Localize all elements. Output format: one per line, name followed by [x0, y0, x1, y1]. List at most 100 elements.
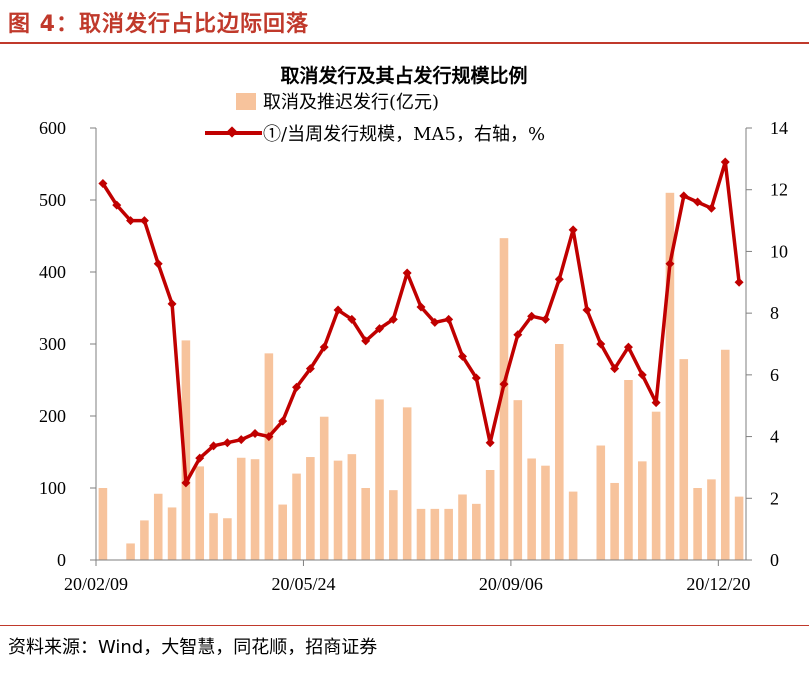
- left-tick-label: 100: [39, 478, 66, 498]
- line-point-21: [388, 314, 398, 324]
- bar-13: [278, 504, 287, 560]
- left-tick-label: 400: [39, 262, 66, 282]
- line-point-7: [195, 453, 205, 463]
- line-point-24: [430, 317, 440, 327]
- line-point-34: [568, 225, 578, 235]
- line-point-22: [402, 268, 412, 278]
- bar-9: [223, 518, 232, 560]
- line-point-37: [610, 364, 620, 374]
- line-point-26: [457, 351, 467, 361]
- bar-36: [596, 445, 606, 560]
- line-point-36: [596, 339, 606, 349]
- right-tick-label: 14: [770, 118, 788, 138]
- bar-17: [333, 460, 343, 560]
- bar-0: [98, 488, 108, 560]
- bar-series: [98, 192, 744, 561]
- right-tick-label: 12: [770, 180, 788, 200]
- bar-24: [430, 508, 440, 560]
- line-point-31: [527, 311, 537, 321]
- line-point-20: [375, 324, 385, 334]
- line-point-10: [236, 435, 246, 445]
- line-point-44: [706, 203, 716, 213]
- line-point-2: [126, 216, 136, 226]
- bar-29: [499, 238, 509, 560]
- bar-37: [610, 482, 619, 560]
- line-path: [101, 160, 741, 485]
- legend-bar-swatch: [236, 93, 256, 110]
- legend-bar-label: 取消及推迟发行(亿元): [263, 92, 439, 113]
- source-note: 资料来源：Wind，大智慧，同花顺，招商证券: [8, 637, 378, 658]
- bar-32: [541, 465, 550, 560]
- line-point-14: [292, 382, 302, 392]
- line-point-16: [319, 342, 329, 352]
- line-point-18: [347, 314, 357, 324]
- line-point-1: [112, 200, 122, 210]
- line-point-6: [181, 478, 191, 488]
- bar-43: [693, 488, 702, 560]
- bar-38: [624, 380, 633, 560]
- line-point-25: [444, 314, 454, 324]
- tick-labels: 0 100 200 300 400 500 600 0 2 4 6 8 10 12 14 20/02/09 20…: [39, 118, 788, 594]
- bar-10: [236, 457, 246, 560]
- bar-2: [126, 543, 135, 560]
- axes: [90, 127, 752, 566]
- line-point-41: [665, 259, 675, 269]
- bar-16: [319, 416, 329, 560]
- left-tick-label: 300: [39, 334, 66, 354]
- bar-5: [167, 507, 177, 560]
- line-point-45: [720, 157, 730, 167]
- right-tick-label: 6: [770, 365, 779, 385]
- bar-41: [665, 192, 675, 561]
- bar-21: [389, 490, 398, 560]
- left-tick-label: 600: [39, 118, 66, 138]
- bar-28: [485, 470, 495, 560]
- x-tick-label: 20/12/20: [686, 574, 750, 594]
- right-tick-label: 2: [770, 488, 779, 508]
- line-point-12: [264, 432, 274, 442]
- left-tick-label: 500: [39, 190, 66, 210]
- line-point-33: [554, 274, 564, 284]
- figure-label: 图 4：取消发行占比边际回落: [8, 12, 309, 37]
- bar-19: [361, 488, 370, 560]
- bar-20: [375, 399, 384, 560]
- bar-7: [195, 466, 205, 560]
- line-point-38: [623, 342, 633, 352]
- bar-4: [153, 493, 163, 560]
- line-point-42: [679, 191, 689, 201]
- bar-18: [347, 454, 357, 560]
- bar-42: [679, 359, 689, 560]
- line-point-11: [250, 428, 260, 438]
- line-point-8: [209, 441, 219, 451]
- line-point-35: [582, 305, 592, 315]
- line-series: [98, 157, 744, 488]
- bar-27: [472, 503, 481, 560]
- footer-rule: [0, 625, 809, 626]
- bar-6: [181, 340, 191, 560]
- right-tick-label: 10: [770, 241, 788, 261]
- left-tick-label: 200: [39, 406, 66, 426]
- x-tick-label: 20/05/24: [271, 574, 335, 594]
- bar-11: [250, 459, 260, 560]
- line-point-17: [333, 305, 343, 315]
- line-point-43: [693, 197, 703, 207]
- line-point-30: [513, 330, 523, 340]
- bar-34: [568, 491, 578, 560]
- combo-chart: 取消发行及其占发行规模比例 取消及推迟发行(亿元) ①/当周发行规模，MA5，右…: [39, 64, 788, 594]
- chart-title: 取消发行及其占发行规模比例: [280, 64, 527, 87]
- line-point-23: [416, 302, 426, 312]
- bar-23: [416, 508, 426, 560]
- line-point-5: [167, 299, 177, 309]
- legend-line-label: ①/当周发行规模，MA5，右轴，%: [263, 124, 545, 145]
- right-tick-label: 8: [770, 303, 779, 323]
- chart-legend: 取消及推迟发行(亿元) ①/当周发行规模，MA5，右轴，%: [205, 92, 545, 145]
- bar-31: [527, 458, 536, 560]
- bar-40: [651, 411, 661, 560]
- bar-44: [707, 479, 716, 560]
- left-tick-label: 0: [57, 550, 66, 570]
- bar-45: [720, 349, 730, 560]
- line-point-46: [734, 277, 744, 287]
- line-point-39: [637, 370, 647, 380]
- bar-30: [513, 400, 523, 560]
- bar-39: [637, 461, 647, 560]
- bar-46: [734, 496, 744, 560]
